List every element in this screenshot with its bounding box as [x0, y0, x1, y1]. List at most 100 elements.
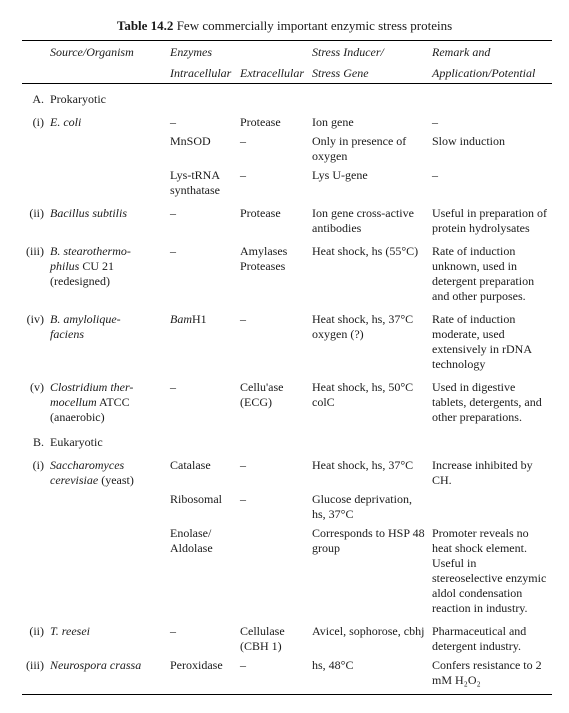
cell-intracellular: – [170, 374, 240, 427]
cell-extracellular: Cellu'ase (ECG) [240, 374, 312, 427]
cell-extracellular: – [240, 452, 312, 490]
row-index: (i) [22, 452, 50, 490]
section-a-label: Prokaryotic [50, 84, 552, 110]
cell-extracellular: Amylases Proteases [240, 238, 312, 306]
cell-intracellular: – [170, 618, 240, 656]
cell-extracellular: Protease [240, 109, 312, 132]
col-header-intracellular: Intracellular [170, 62, 240, 84]
cell-intracellular: Peroxidase [170, 656, 240, 695]
row-index: (ii) [22, 618, 50, 656]
cell-stress: Heat shock, hs, 37°C oxygen (?) [312, 306, 432, 374]
cell-remark [432, 490, 552, 524]
table-number: Table 14.2 [117, 18, 174, 33]
col-header-source: Source/Organism [50, 41, 170, 63]
organism-name: B. amylolique- [50, 312, 121, 326]
organism-name: Neurospora crassa [50, 658, 141, 672]
organism-strain: ATCC [97, 395, 130, 409]
cell-stress: Lys U-gene [312, 166, 432, 200]
cell-remark: Confers resistance to 2 mM H₂O₂ [432, 656, 552, 695]
cell-extracellular: – [240, 132, 312, 166]
data-table: Source/Organism Enzymes Stress Inducer/ … [22, 40, 552, 695]
row-index: (i) [22, 109, 50, 132]
cell-extracellular: – [240, 166, 312, 200]
enzyme-name-suffix: H1 [192, 312, 207, 326]
organism-name: E. coli [50, 115, 81, 129]
cell-remark: – [432, 166, 552, 200]
table-row: (iii) Neurospora crassa Peroxidase – hs,… [22, 656, 552, 695]
enzyme-name-prefix: Bam [170, 312, 192, 326]
organism-name: T. reesei [50, 624, 90, 638]
cell-remark: Useful in preparation of protein hydroly… [432, 200, 552, 238]
organism-strain: CU 21 [79, 259, 114, 273]
cell-remark: Rate of induction unknown, used in deter… [432, 238, 552, 306]
row-index: (iv) [22, 306, 50, 374]
cell-remark: Used in digestive tablets, detergents, a… [432, 374, 552, 427]
organism-name: B. stearothermo- [50, 244, 131, 258]
row-index: (v) [22, 374, 50, 427]
cell-remark: – [432, 109, 552, 132]
cell-stress: Ion gene cross-active antibodies [312, 200, 432, 238]
section-b-letter: B. [22, 427, 50, 452]
table-row: MnSOD – Only in presence of oxygen Slow … [22, 132, 552, 166]
organism-note: (yeast) [98, 473, 134, 487]
cell-extracellular: – [240, 306, 312, 374]
cell-extracellular: Cellulase (CBH 1) [240, 618, 312, 656]
cell-intracellular: Lys-tRNA synthatase [170, 166, 240, 200]
organism-name: philus [50, 259, 79, 273]
cell-stress: Avicel, sophorose, cbhj [312, 618, 432, 656]
cell-intracellular: Ribosomal [170, 490, 240, 524]
cell-stress: Heat shock, hs, 37°C [312, 452, 432, 490]
table-row: (v) Clostridium ther- mocellum ATCC (ana… [22, 374, 552, 427]
col-header-extracellular: Extracellular [240, 62, 312, 84]
cell-remark: Rate of induction moderate, used extensi… [432, 306, 552, 374]
cell-intracellular: MnSOD [170, 132, 240, 166]
table-row: (iv) B. amylolique- faciens BamH1 – Heat… [22, 306, 552, 374]
section-a-row: A. Prokaryotic [22, 84, 552, 110]
table-row: (i) Saccharomyces cerevisiae (yeast) Cat… [22, 452, 552, 490]
cell-remark: Pharmaceutical and detergent industry. [432, 618, 552, 656]
organism-name: mocellum [50, 395, 97, 409]
col-header-remark-2: Application/Potential [432, 62, 552, 84]
cell-stress: hs, 48°C [312, 656, 432, 695]
table-row: (i) E. coli – Protease Ion gene – [22, 109, 552, 132]
table-row: (ii) Bacillus subtilis – Protease Ion ge… [22, 200, 552, 238]
cell-extracellular [240, 524, 312, 618]
cell-extracellular: Protease [240, 200, 312, 238]
cell-stress: Only in presence of oxygen [312, 132, 432, 166]
table-caption: Table 14.2 Few commercially important en… [22, 18, 547, 34]
table-row: Lys-tRNA synthatase – Lys U-gene – [22, 166, 552, 200]
cell-extracellular: – [240, 490, 312, 524]
cell-intracellular: Catalase [170, 452, 240, 490]
cell-intracellular: BamH1 [170, 306, 240, 374]
cell-intracellular: – [170, 200, 240, 238]
col-header-stress-1: Stress Inducer/ [312, 41, 432, 63]
cell-remark: Promoter reveals no heat shock element. … [432, 524, 552, 618]
cell-stress: Corresponds to HSP 48 group [312, 524, 432, 618]
table-row: (iii) B. stearothermo- philus CU 21 (red… [22, 238, 552, 306]
cell-stress: Heat shock, hs, 50°C colC [312, 374, 432, 427]
cell-intracellular: – [170, 109, 240, 132]
organism-note: (anaerobic) [50, 410, 105, 424]
cell-stress: Heat shock, hs (55°C) [312, 238, 432, 306]
cell-remark: Increase inhibited by CH. [432, 452, 552, 490]
section-a-letter: A. [22, 84, 50, 110]
col-header-remark-1: Remark and [432, 41, 552, 63]
cell-intracellular: – [170, 238, 240, 306]
section-b-label: Eukaryotic [50, 427, 552, 452]
section-b-row: B. Eukaryotic [22, 427, 552, 452]
col-header-stress-2: Stress Gene [312, 62, 432, 84]
row-index: (iii) [22, 656, 50, 695]
row-index: (ii) [22, 200, 50, 238]
table-row: (ii) T. reesei – Cellulase (CBH 1) Avice… [22, 618, 552, 656]
row-index: (iii) [22, 238, 50, 306]
cell-stress: Glucose deprivation, hs, 37°C [312, 490, 432, 524]
table-row: Enolase/ Aldolase Corresponds to HSP 48 … [22, 524, 552, 618]
table-row: Ribosomal – Glucose deprivation, hs, 37°… [22, 490, 552, 524]
organism-note: (redesigned) [50, 274, 110, 288]
organism-name: faciens [50, 327, 84, 341]
cell-intracellular: Enolase/ Aldolase [170, 524, 240, 618]
cell-stress: Ion gene [312, 109, 432, 132]
table-title: Few commercially important enzymic stres… [173, 18, 452, 33]
organism-name: Bacillus subtilis [50, 206, 127, 220]
cell-remark: Slow induction [432, 132, 552, 166]
